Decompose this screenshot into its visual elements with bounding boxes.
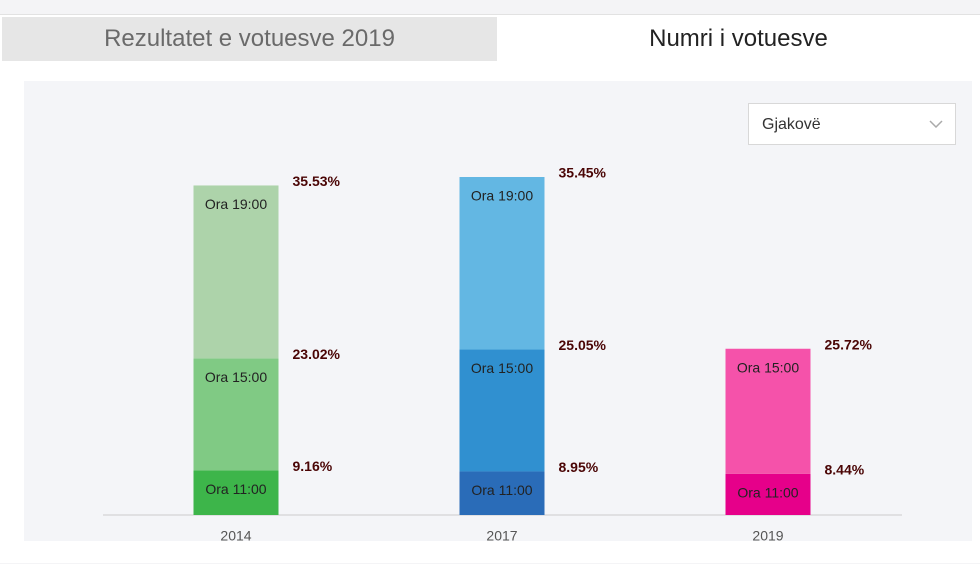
bar-segment [459, 177, 545, 350]
bar-segment [193, 185, 279, 359]
bar-segment [193, 358, 279, 471]
tab[interactable]: Numri i votuesve [649, 25, 828, 52]
bar-segment [725, 473, 811, 515]
segment-label: Ora 11:00 [471, 482, 532, 498]
panel: Rezultatet e votuesve 2019 Numri i votue… [0, 14, 980, 563]
value-label: 35.45% [559, 165, 607, 181]
chart-area: 2014 Ora 11:00 9.16% Ora 15:00 23.02% Ora 19:… [24, 81, 972, 541]
value-label: 8.44% [825, 462, 865, 478]
x-tick-label: 2014 [220, 528, 251, 541]
segment-label: Ora 19:00 [205, 196, 267, 212]
dropdown[interactable]: Gjakovë [748, 103, 956, 145]
value-label: 8.95% [559, 459, 599, 475]
segment-label: Ora 11:00 [205, 481, 266, 497]
segment-label: Ora 19:00 [471, 188, 533, 204]
dropdown-value: Gjakovë [762, 116, 821, 133]
value-label: 25.05% [559, 337, 607, 353]
value-label: 9.16% [293, 458, 333, 474]
segment-label: Ora 15:00 [737, 359, 799, 375]
value-label: 25.72% [825, 336, 873, 352]
chart: 2014 Ora 11:00 9.16% Ora 15:00 23.02% Ora 19:… [103, 165, 902, 541]
bar-segment [459, 349, 545, 472]
segment-label: Ora 11:00 [737, 485, 798, 501]
x-tick-label: 2019 [752, 528, 783, 541]
value-label: 23.02% [293, 346, 341, 362]
bar-segment [193, 470, 279, 515]
bar-segment [459, 471, 545, 515]
chevron [929, 120, 943, 129]
bar-segment [725, 348, 811, 474]
tab[interactable]: Rezultatet e votuesve 2019 [2, 17, 497, 61]
segment-label: Ora 15:00 [471, 360, 533, 376]
x-tick-label: 2017 [486, 528, 517, 541]
segment-label: Ora 15:00 [205, 369, 267, 385]
value-label: 35.53% [293, 173, 341, 189]
